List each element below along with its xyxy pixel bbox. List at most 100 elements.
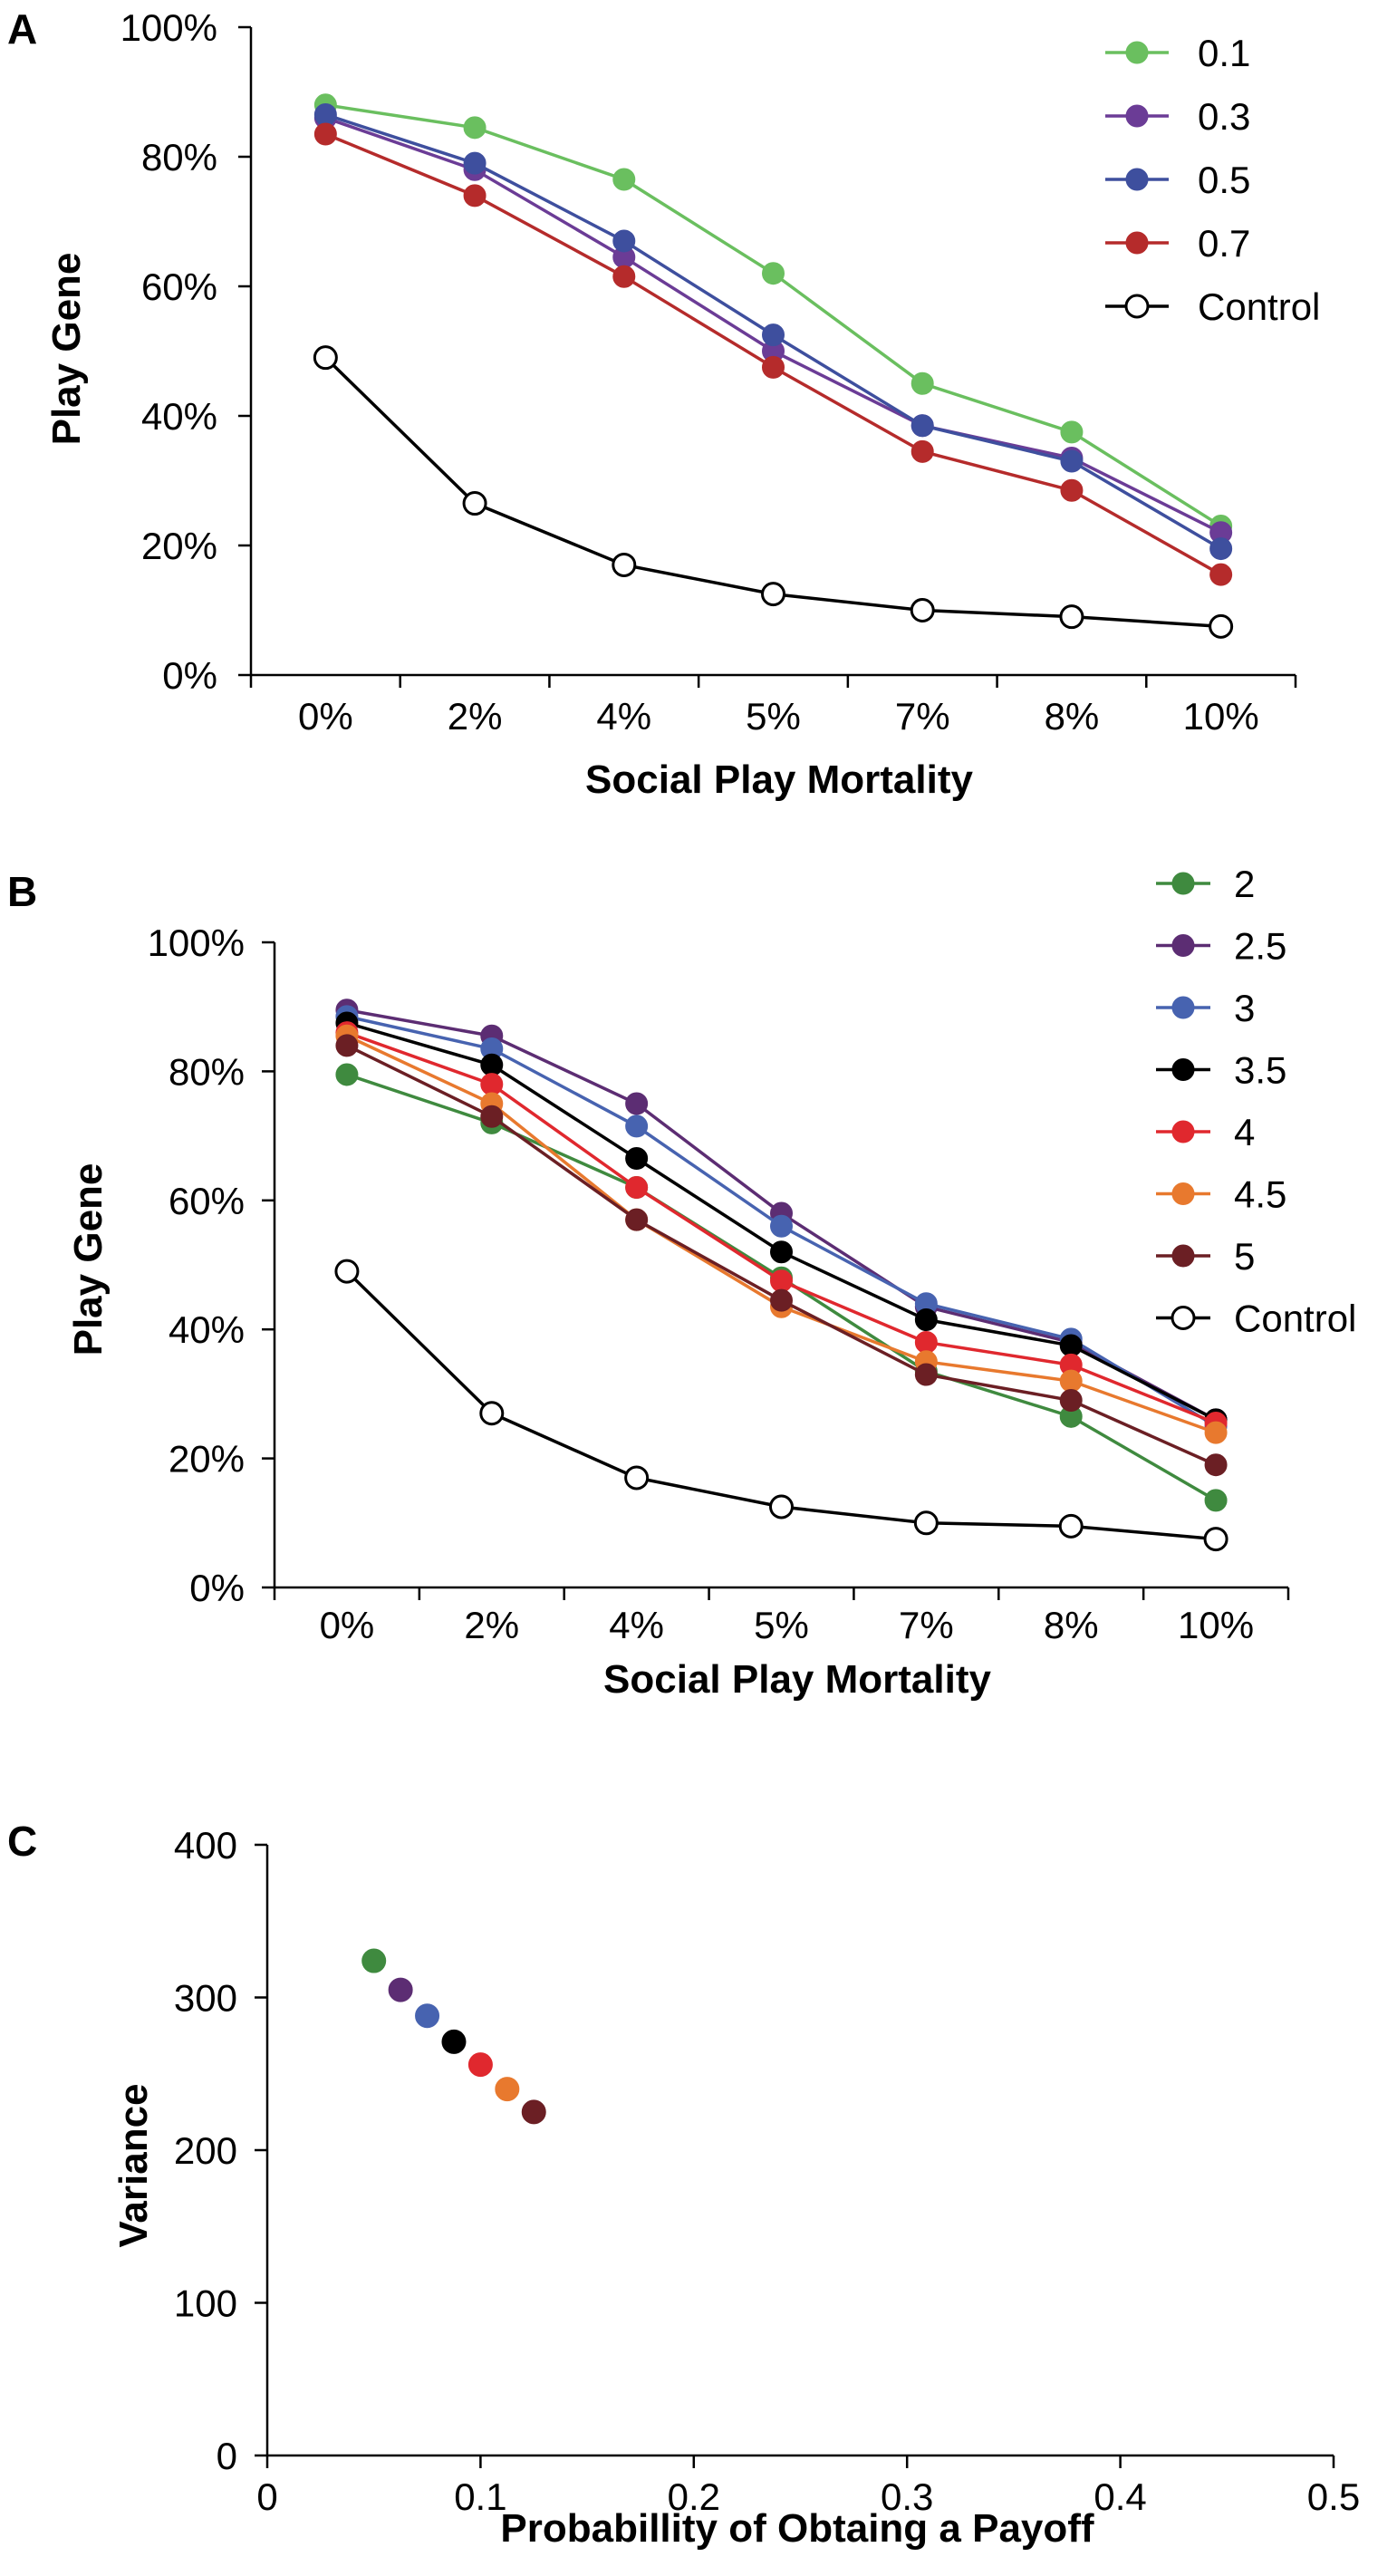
panel-b-legend-label: 3.5 — [1234, 1049, 1286, 1092]
panel-c-x-tick-label: 0.1 — [454, 2475, 506, 2518]
panel-a-data-point — [762, 262, 785, 285]
panel-b-legend-item: 4.5 — [1156, 1173, 1286, 1216]
panel-b-legend: 2 2.5 3 3.5 4 4.5 5 Control — [1156, 863, 1356, 1340]
panel-b-legend-item: 2.5 — [1156, 925, 1286, 968]
panel-c-label: C — [7, 1818, 37, 1865]
panel-b: B 0% 20% 40% 60% 80% 100% 0% 2% 4% 5% 7% 8% 10% Soci… — [7, 863, 1356, 1702]
panel-a-legend-label: 0.1 — [1198, 32, 1250, 74]
panel-a-marks — [313, 93, 1234, 639]
panel-a-legend-item: 0.3 — [1105, 95, 1250, 138]
panel-a-series-0-5 — [313, 103, 1233, 561]
panel-a-legend-marker — [1125, 168, 1149, 191]
panel-b-x-tick-label: 4% — [609, 1604, 664, 1646]
panel-c-data-point — [361, 1948, 387, 1973]
panel-a-data-point — [1209, 537, 1233, 561]
panel-a-legend-marker — [1125, 41, 1149, 64]
panel-a-data-point — [612, 552, 637, 577]
panel-b-legend-label: 2 — [1234, 863, 1255, 905]
panel-a-data-point — [762, 323, 785, 347]
panel-a-series-control — [313, 345, 1234, 639]
panel-b-label: B — [7, 868, 37, 915]
panel-b-x-tick-label: 7% — [899, 1604, 954, 1646]
panel-a-data-point — [1060, 449, 1084, 473]
panel-a-data-point — [910, 439, 934, 463]
panel-b-legend-label: Control — [1234, 1298, 1356, 1340]
panel-b-legend-label: 3 — [1234, 987, 1255, 1029]
panel-a-data-point — [463, 184, 487, 207]
panel-c-axes: 0 100 200 300 400 0 0.1 0.2 0.3 0.4 0.5 — [174, 1824, 1360, 2518]
panel-a-x-tick-label: 7% — [895, 695, 950, 738]
panel-a-data-point — [313, 345, 338, 371]
panel-a-legend-label: Control — [1198, 285, 1320, 328]
panel-b-data-point — [770, 1240, 793, 1264]
panel-c-data-point — [415, 2003, 440, 2029]
panel-a-x-tick-label: 0% — [298, 695, 353, 738]
panel-a-data-point — [612, 229, 636, 253]
panel-b-legend-item: 3 — [1156, 987, 1255, 1029]
panel-b-y-tick-label: 40% — [169, 1308, 245, 1351]
panel-c-x-tick-label: 0.5 — [1307, 2475, 1360, 2518]
panel-b-data-point — [1204, 1421, 1228, 1444]
panel-b-data-point — [1059, 1389, 1083, 1413]
panel-a-data-point — [1059, 604, 1084, 630]
panel-b-x-tick-label: 2% — [464, 1604, 519, 1646]
panel-b-legend-marker — [1171, 1244, 1195, 1268]
panel-b-data-point — [770, 1214, 793, 1238]
panel-a: A 0% 20% 40% 60% 80% 100% 0% 2% 4% 5% 7% 8% 10% Soci… — [7, 5, 1320, 802]
panel-a-data-point — [910, 371, 934, 395]
panel-c-y-tick-label: 200 — [174, 2129, 237, 2172]
panel-b-data-point — [625, 1092, 649, 1115]
panel-c-data-point — [441, 2029, 467, 2054]
panel-a-data-point — [463, 116, 487, 140]
panel-a-x-tick-label: 8% — [1045, 695, 1100, 738]
panel-a-legend-marker — [1124, 294, 1150, 319]
panel-a-data-point — [1209, 563, 1233, 586]
panel-b-data-point — [914, 1330, 938, 1354]
panel-a-data-point — [313, 122, 337, 146]
panel-b-data-point — [625, 1114, 649, 1138]
panel-c-y-tick-label: 0 — [217, 2435, 237, 2477]
panel-c-y-tick-label: 100 — [174, 2282, 237, 2325]
panel-b-legend-marker — [1171, 1058, 1195, 1081]
panel-b-legend-item: 4 — [1156, 1111, 1255, 1153]
panel-b-legend-item: Control — [1156, 1298, 1356, 1340]
panel-b-x-tick-label: 5% — [754, 1604, 809, 1646]
panel-c-y-axis-title: Variance — [111, 2083, 156, 2247]
panel-b-data-point — [1059, 1334, 1083, 1357]
panel-a-legend-label: 0.3 — [1198, 95, 1250, 138]
panel-b-data-point — [1203, 1527, 1228, 1552]
panel-a-data-point — [1060, 420, 1084, 444]
panel-c-x-axis-title: Probabillity of Obtaing a Payoff — [500, 2506, 1094, 2551]
panel-a-data-point — [1060, 478, 1084, 502]
panel-a-x-tick-label: 2% — [448, 695, 503, 738]
panel-b-data-point — [1059, 1369, 1083, 1393]
panel-a-data-point — [462, 491, 487, 516]
panel-c-x-tick-label: 0 — [256, 2475, 277, 2518]
panel-b-series-5 — [335, 1034, 1228, 1477]
panel-b-x-tick-label: 0% — [320, 1604, 375, 1646]
panel-c-x-tick-label: 0.4 — [1094, 2475, 1146, 2518]
panel-b-y-tick-label: 0% — [189, 1567, 245, 1609]
panel-b-data-point — [770, 1288, 793, 1312]
panel-c-data-point — [467, 2052, 493, 2078]
panel-a-data-point — [313, 103, 337, 127]
panel-b-data-point — [480, 1105, 504, 1128]
panel-c: C 0 100 200 300 400 0 0.1 0.2 0.3 0.4 0.5 Probabil… — [7, 1818, 1360, 2551]
panel-a-data-point — [463, 151, 487, 175]
panel-b-data-point — [334, 1259, 360, 1284]
panel-b-legend-marker — [1171, 934, 1195, 957]
panel-a-data-point — [761, 582, 785, 607]
panel-a-data-point — [612, 265, 636, 288]
panel-c-x-tick-label: 0.3 — [881, 2475, 933, 2518]
panel-b-data-point — [625, 1208, 649, 1231]
panel-a-legend-item: 0.5 — [1105, 159, 1250, 201]
panel-a-axes: 0% 20% 40% 60% 80% 100% 0% 2% 4% 5% 7% 8% 10% — [120, 6, 1297, 738]
panel-a-legend: 0.1 0.3 0.5 0.7 Control — [1105, 32, 1320, 328]
panel-c-data-point — [495, 2077, 520, 2102]
panel-a-y-tick-label: 20% — [141, 525, 217, 567]
panel-b-legend-label: 2.5 — [1234, 925, 1286, 968]
panel-a-x-tick-label: 5% — [746, 695, 801, 738]
panel-b-legend-label: 4 — [1234, 1111, 1255, 1153]
panel-b-data-point — [1058, 1513, 1084, 1539]
